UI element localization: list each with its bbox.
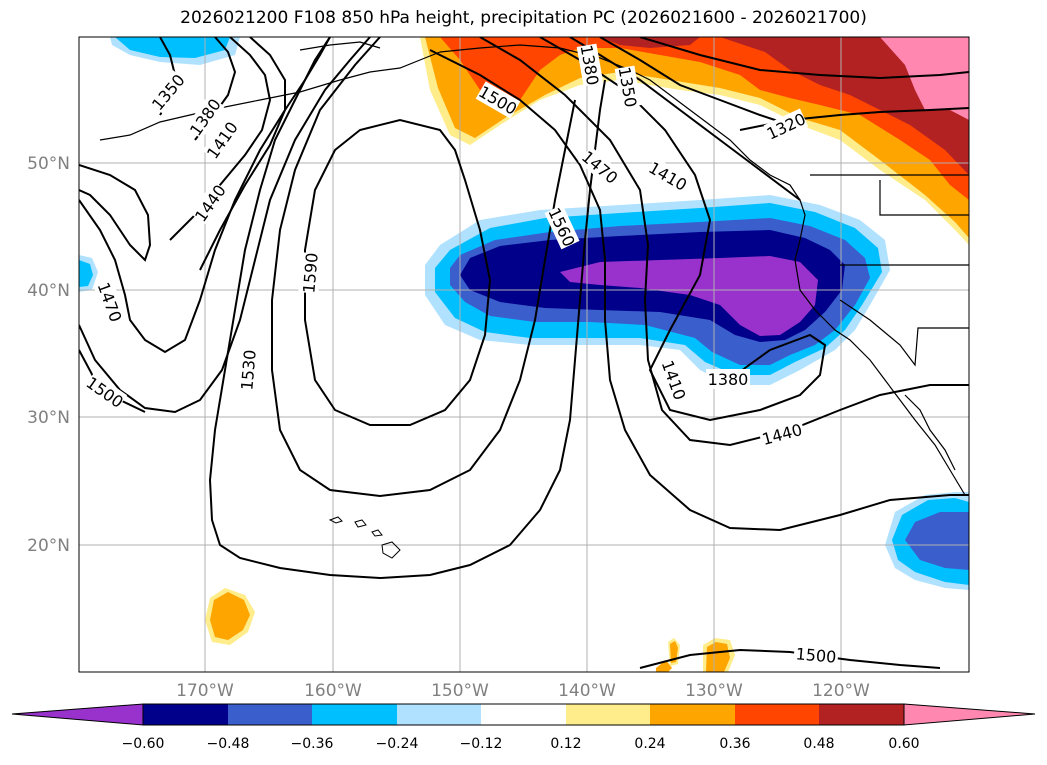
colorbar-extend-left [11, 703, 144, 726]
colorbar-tick-label: 0.60 [888, 736, 919, 752]
colorbar-swatch [735, 704, 819, 725]
contour-label: 1380 [708, 370, 749, 389]
colorbar-tick-label: 0.36 [719, 736, 750, 752]
colorbar-tick-label: −0.36 [291, 736, 334, 752]
colorbar-tick-label: −0.60 [122, 736, 165, 752]
colorbar-swatch [143, 704, 228, 725]
lat-label: 50°N [27, 154, 70, 174]
colorbar-swatch [228, 704, 312, 725]
map-title: 2026021200 F108 850 hPa height, precipit… [180, 8, 867, 28]
contour-label: 1590 [299, 252, 321, 294]
lat-label: 20°N [27, 536, 70, 556]
colorbar-tick-label: 0.48 [803, 736, 834, 752]
colorbar-tick-label: −0.24 [376, 736, 419, 752]
lat-label: 30°N [27, 408, 70, 428]
colorbar-swatch [650, 704, 735, 725]
colorbar-swatch [312, 704, 397, 725]
colorbar-tick-label: −0.48 [207, 736, 250, 752]
colorbar: −0.60 −0.48 −0.36 −0.24 −0.12 0.12 0.24 … [11, 703, 1036, 752]
height-contours [79, 37, 969, 669]
colorbar-tick-label: 0.12 [550, 736, 581, 752]
precip-shading [79, 37, 969, 672]
map-frame [78, 36, 970, 673]
lat-labels: 50°N 40°N 30°N 20°N [27, 154, 70, 556]
colorbar-extend-right [903, 703, 1036, 726]
lon-label: 130°W [685, 681, 743, 701]
lat-label: 40°N [27, 281, 70, 301]
colorbar-swatch [481, 704, 566, 725]
lon-label: 160°W [304, 681, 362, 701]
contour-label: 1530 [237, 349, 259, 391]
colorbar-tick-label: −0.12 [460, 736, 503, 752]
lon-labels: 170°W 160°W 150°W 140°W 130°W 120°W [176, 681, 870, 701]
colorbar-tick-label: 0.24 [634, 736, 665, 752]
lon-label: 170°W [176, 681, 234, 701]
contour-label: 1500 [795, 644, 837, 666]
lon-label: 120°W [812, 681, 870, 701]
graticule [79, 37, 969, 672]
lon-label: 150°W [431, 681, 489, 701]
colorbar-swatch [397, 704, 481, 725]
lon-label: 140°W [558, 681, 616, 701]
hawaii-islands [328, 516, 401, 559]
colorbar-swatch [566, 704, 650, 725]
colorbar-swatch [819, 704, 904, 725]
